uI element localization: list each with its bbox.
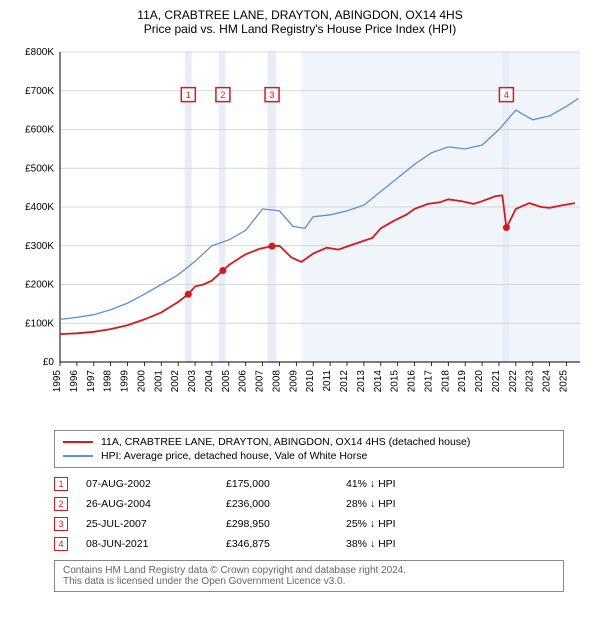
svg-text:1: 1 bbox=[186, 90, 191, 100]
svg-text:1999: 1999 bbox=[120, 370, 131, 393]
price-chart: £0 £100K £200K £300K £400K £500K £600K £700K £80… bbox=[10, 42, 590, 422]
svg-text:2005: 2005 bbox=[221, 370, 232, 393]
svg-text:£500K: £500K bbox=[25, 163, 54, 174]
svg-text:2013: 2013 bbox=[356, 370, 367, 393]
svg-text:£100K: £100K bbox=[25, 318, 54, 329]
svg-text:2006: 2006 bbox=[238, 370, 249, 393]
svg-text:2023: 2023 bbox=[525, 370, 536, 393]
svg-text:2000: 2000 bbox=[136, 370, 147, 393]
table-row: 4 08-JUN-2021 £346,875 38% ↓ HPI bbox=[54, 534, 564, 554]
sale-marker-3: 3 bbox=[54, 517, 68, 531]
svg-text:2002: 2002 bbox=[170, 370, 181, 393]
legend-label-property: 11A, CRABTREE LANE, DRAYTON, ABINGDON, O… bbox=[101, 436, 470, 448]
svg-text:2001: 2001 bbox=[153, 370, 164, 393]
title-block: 11A, CRABTREE LANE, DRAYTON, ABINGDON, O… bbox=[10, 8, 590, 36]
page-container: 11A, CRABTREE LANE, DRAYTON, ABINGDON, O… bbox=[0, 0, 600, 600]
svg-text:£700K: £700K bbox=[25, 86, 54, 97]
svg-text:2010: 2010 bbox=[305, 370, 316, 393]
sale-price: £236,000 bbox=[226, 498, 346, 510]
legend-row-hpi: HPI: Average price, detached house, Vale… bbox=[63, 449, 555, 463]
sale-date: 07-AUG-2002 bbox=[86, 478, 226, 490]
svg-text:4: 4 bbox=[504, 90, 509, 100]
table-row: 2 26-AUG-2004 £236,000 28% ↓ HPI bbox=[54, 494, 564, 514]
svg-text:£800K: £800K bbox=[25, 47, 54, 58]
svg-text:1996: 1996 bbox=[69, 370, 80, 393]
svg-text:2020: 2020 bbox=[474, 370, 485, 393]
sale-diff: 38% ↓ HPI bbox=[346, 538, 466, 550]
table-row: 1 07-AUG-2002 £175,000 41% ↓ HPI bbox=[54, 474, 564, 494]
legend-swatch-hpi bbox=[63, 455, 93, 457]
svg-text:2024: 2024 bbox=[542, 370, 553, 393]
svg-text:2022: 2022 bbox=[508, 370, 519, 393]
svg-text:£400K: £400K bbox=[25, 202, 54, 213]
sale-marker-1: 1 bbox=[54, 477, 68, 491]
sale-price: £298,950 bbox=[226, 518, 346, 530]
svg-text:1998: 1998 bbox=[103, 370, 114, 393]
svg-text:1997: 1997 bbox=[86, 370, 97, 393]
svg-text:2004: 2004 bbox=[204, 370, 215, 393]
svg-text:£200K: £200K bbox=[25, 280, 54, 291]
svg-text:2003: 2003 bbox=[187, 370, 198, 393]
sale-diff: 25% ↓ HPI bbox=[346, 518, 466, 530]
svg-text:£300K: £300K bbox=[25, 241, 54, 252]
legend-label-hpi: HPI: Average price, detached house, Vale… bbox=[101, 450, 367, 462]
legend: 11A, CRABTREE LANE, DRAYTON, ABINGDON, O… bbox=[54, 430, 564, 468]
sale-price: £346,875 bbox=[226, 538, 346, 550]
sale-diff: 41% ↓ HPI bbox=[346, 478, 466, 490]
svg-text:£600K: £600K bbox=[25, 125, 54, 136]
svg-text:2: 2 bbox=[220, 90, 225, 100]
sale-date: 08-JUN-2021 bbox=[86, 538, 226, 550]
sale-date: 25-JUL-2007 bbox=[86, 518, 226, 530]
svg-text:1995: 1995 bbox=[52, 370, 63, 393]
legend-swatch-property bbox=[63, 441, 93, 443]
sale-marker-2: 2 bbox=[54, 497, 68, 511]
svg-text:2017: 2017 bbox=[423, 370, 434, 393]
svg-text:2025: 2025 bbox=[558, 370, 569, 393]
title-line-2: Price paid vs. HM Land Registry's House … bbox=[10, 22, 590, 36]
svg-text:2009: 2009 bbox=[288, 370, 299, 393]
footer-attribution: Contains HM Land Registry data © Crown c… bbox=[54, 560, 564, 592]
sale-price: £175,000 bbox=[226, 478, 346, 490]
sales-table: 1 07-AUG-2002 £175,000 41% ↓ HPI 2 26-AU… bbox=[54, 474, 564, 554]
svg-text:2019: 2019 bbox=[457, 370, 468, 393]
svg-text:2016: 2016 bbox=[407, 370, 418, 393]
legend-row-property: 11A, CRABTREE LANE, DRAYTON, ABINGDON, O… bbox=[63, 435, 555, 449]
svg-text:2015: 2015 bbox=[390, 370, 401, 393]
sale-date: 26-AUG-2004 bbox=[86, 498, 226, 510]
footer-line-1: Contains HM Land Registry data © Crown c… bbox=[63, 565, 555, 576]
svg-text:2011: 2011 bbox=[322, 370, 333, 392]
svg-text:2018: 2018 bbox=[440, 370, 451, 393]
svg-text:3: 3 bbox=[270, 90, 275, 100]
chart-svg: £0 £100K £200K £300K £400K £500K £600K £700K £80… bbox=[10, 42, 590, 422]
title-line-1: 11A, CRABTREE LANE, DRAYTON, ABINGDON, O… bbox=[10, 8, 590, 22]
svg-text:2021: 2021 bbox=[491, 370, 502, 393]
svg-text:2012: 2012 bbox=[339, 370, 350, 393]
footer-line-2: This data is licensed under the Open Gov… bbox=[63, 576, 555, 587]
sale-diff: 28% ↓ HPI bbox=[346, 498, 466, 510]
svg-text:£0: £0 bbox=[43, 357, 55, 368]
svg-text:2007: 2007 bbox=[255, 370, 266, 393]
sale-marker-4: 4 bbox=[54, 537, 68, 551]
table-row: 3 25-JUL-2007 £298,950 25% ↓ HPI bbox=[54, 514, 564, 534]
svg-text:2014: 2014 bbox=[373, 370, 384, 393]
svg-text:2008: 2008 bbox=[271, 370, 282, 393]
